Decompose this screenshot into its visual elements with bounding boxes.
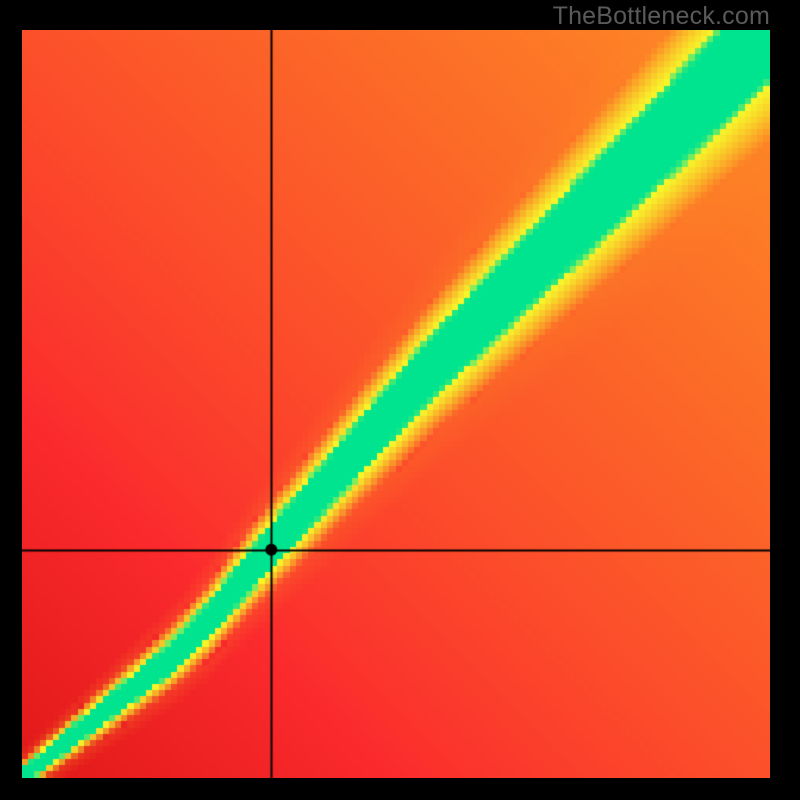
watermark-text: TheBottleneck.com — [553, 2, 770, 31]
chart-frame: TheBottleneck.com — [0, 0, 800, 800]
heatmap-canvas — [22, 30, 770, 778]
